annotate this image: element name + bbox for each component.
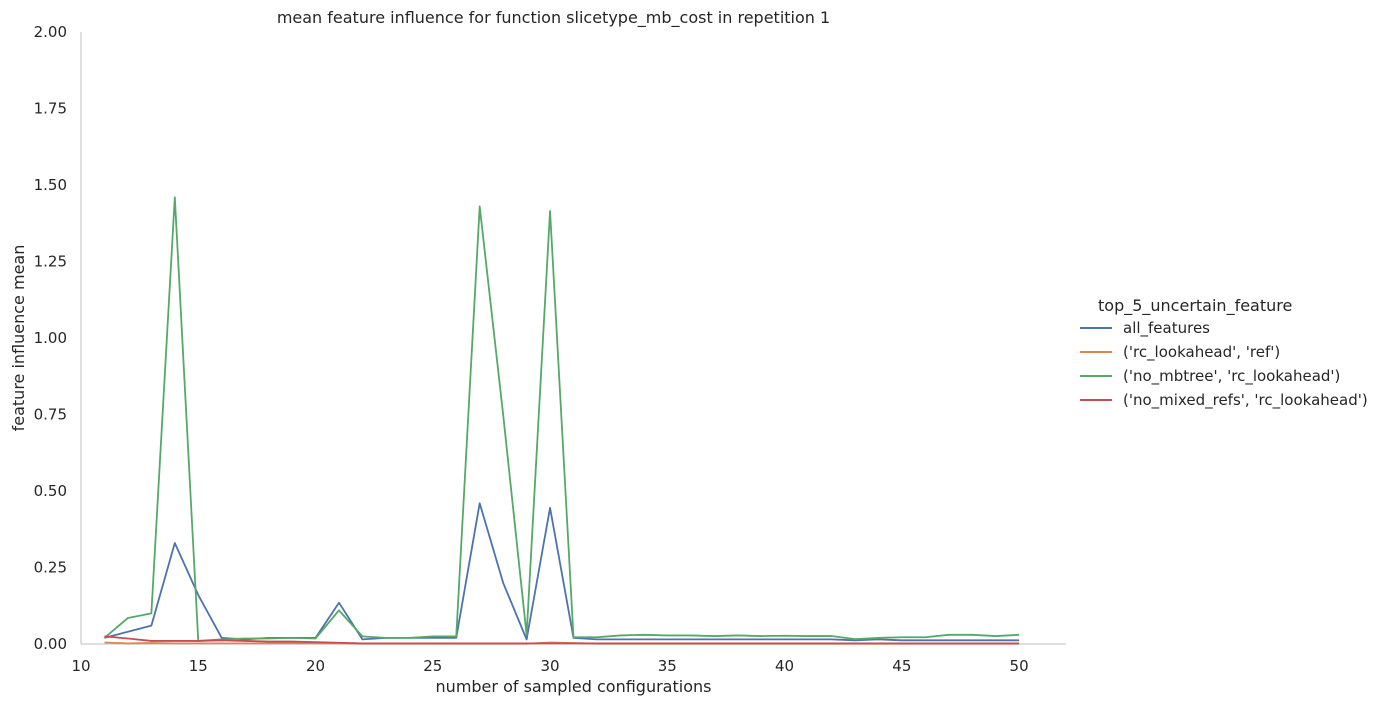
y-tick-label: 0.75 [34, 406, 67, 424]
x-tick-label: 30 [541, 657, 560, 675]
x-tick-label: 35 [658, 657, 677, 675]
axes: 10 15 20 25 30 35 40 45 50 0.00 0.25 0.50 0.75 1.00 1.… [34, 23, 1066, 675]
x-tick-label: 10 [71, 657, 90, 675]
legend-entry: ('no_mixed_refs', 'rc_lookahead') [1123, 391, 1368, 410]
y-tick-label: 2.00 [34, 23, 67, 41]
x-tick-label: 25 [423, 657, 442, 675]
y-tick-label: 1.75 [34, 100, 67, 118]
legend-entry: ('rc_lookahead', 'ref') [1123, 343, 1280, 362]
series-line [104, 635, 1020, 645]
x-tick-label: 20 [306, 657, 325, 675]
chart-title: mean feature influence for function slic… [277, 8, 830, 28]
legend: top_5_uncertain_feature all_features ('rc… [1080, 296, 1368, 410]
y-axis-title: feature influence mean [9, 245, 28, 432]
legend-entry: all_features [1123, 319, 1210, 338]
y-tick-label: 1.50 [34, 176, 67, 194]
y-tick-label: 0.25 [34, 559, 67, 577]
x-tick-label: 45 [892, 657, 911, 675]
y-tick-label: 0.50 [34, 482, 67, 500]
legend-entry: ('no_mbtree', 'rc_lookahead') [1123, 367, 1340, 386]
y-tick-label: 1.00 [34, 329, 67, 347]
y-tick-label: 1.25 [34, 253, 67, 271]
series-line [104, 502, 1020, 642]
legend-title: top_5_uncertain_feature [1098, 296, 1292, 316]
x-tick-label: 40 [775, 657, 794, 675]
x-tick-label: 50 [1010, 657, 1029, 675]
plot-lines [103, 196, 1020, 645]
series-line [103, 196, 1020, 642]
x-tick-label: 15 [189, 657, 208, 675]
x-axis-title: number of sampled configurations [436, 677, 712, 696]
y-tick-label: 0.00 [34, 635, 67, 653]
